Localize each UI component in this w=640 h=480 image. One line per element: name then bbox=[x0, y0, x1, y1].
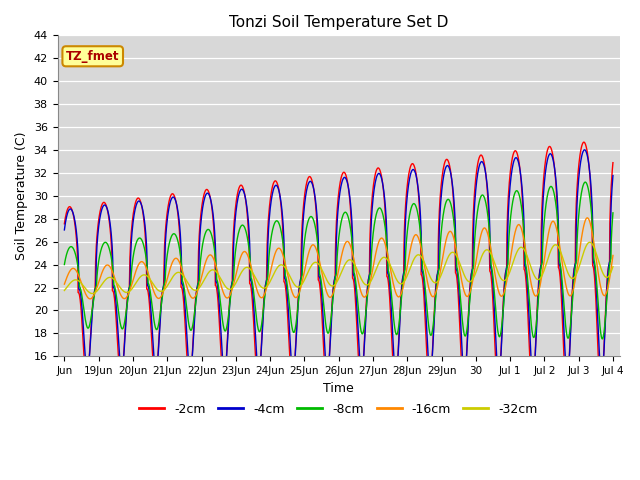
-16cm bbox=[574, 259, 582, 265]
Line: -4cm: -4cm bbox=[65, 150, 613, 376]
-4cm bbox=[438, 181, 446, 187]
Line: -16cm: -16cm bbox=[65, 218, 613, 299]
-8cm bbox=[581, 179, 589, 185]
Line: -8cm: -8cm bbox=[65, 182, 613, 339]
-2cm bbox=[438, 171, 446, 177]
-4cm bbox=[574, 190, 582, 196]
-32cm bbox=[309, 261, 317, 267]
-8cm bbox=[598, 336, 606, 342]
-8cm bbox=[159, 292, 166, 298]
Line: -32cm: -32cm bbox=[65, 242, 613, 294]
-4cm bbox=[308, 181, 316, 187]
Y-axis label: Soil Temperature (C): Soil Temperature (C) bbox=[15, 132, 28, 260]
-4cm bbox=[580, 147, 588, 153]
-16cm bbox=[342, 240, 349, 246]
-2cm bbox=[341, 170, 349, 176]
-16cm bbox=[584, 215, 591, 221]
Text: TZ_fmet: TZ_fmet bbox=[66, 50, 120, 63]
-32cm bbox=[89, 291, 97, 297]
-4cm bbox=[159, 288, 166, 294]
-4cm bbox=[71, 217, 79, 223]
X-axis label: Time: Time bbox=[323, 382, 354, 395]
-16cm bbox=[439, 254, 447, 260]
-4cm bbox=[61, 227, 68, 233]
-2cm bbox=[574, 176, 582, 182]
-2cm bbox=[609, 160, 617, 166]
-32cm bbox=[609, 264, 617, 270]
-16cm bbox=[309, 242, 317, 248]
-2cm bbox=[61, 221, 68, 227]
-8cm bbox=[609, 210, 617, 216]
-8cm bbox=[71, 249, 79, 254]
-8cm bbox=[341, 209, 349, 215]
-32cm bbox=[439, 268, 447, 274]
-8cm bbox=[574, 228, 582, 233]
-2cm bbox=[71, 220, 79, 226]
-8cm bbox=[308, 215, 316, 220]
-32cm bbox=[71, 277, 79, 283]
-4cm bbox=[598, 373, 605, 379]
-8cm bbox=[438, 218, 446, 224]
-8cm bbox=[61, 262, 68, 267]
-2cm bbox=[597, 388, 605, 394]
-2cm bbox=[308, 180, 316, 185]
-32cm bbox=[159, 288, 166, 294]
Line: -2cm: -2cm bbox=[65, 142, 613, 391]
-4cm bbox=[341, 175, 349, 180]
Title: Tonzi Soil Temperature Set D: Tonzi Soil Temperature Set D bbox=[229, 15, 449, 30]
Legend: -2cm, -4cm, -8cm, -16cm, -32cm: -2cm, -4cm, -8cm, -16cm, -32cm bbox=[134, 398, 543, 420]
-16cm bbox=[61, 281, 68, 287]
-32cm bbox=[586, 240, 593, 245]
-4cm bbox=[609, 173, 617, 179]
-32cm bbox=[574, 267, 582, 273]
-16cm bbox=[159, 290, 166, 296]
-2cm bbox=[159, 288, 166, 294]
-16cm bbox=[609, 252, 617, 258]
-32cm bbox=[61, 288, 68, 293]
-32cm bbox=[342, 261, 349, 267]
-16cm bbox=[71, 266, 79, 272]
-2cm bbox=[580, 139, 588, 145]
-16cm bbox=[86, 296, 94, 302]
